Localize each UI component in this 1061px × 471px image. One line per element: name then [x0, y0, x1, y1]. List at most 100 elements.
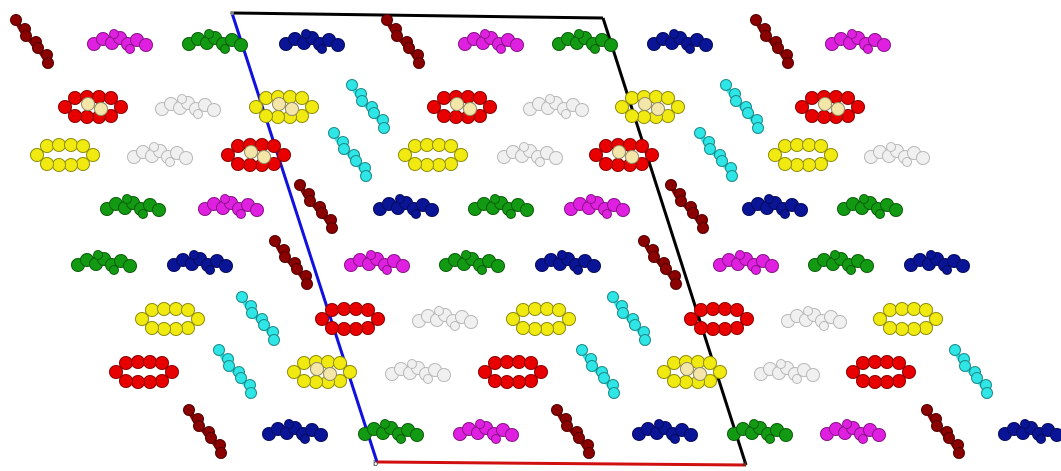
molecule-white[interactable]: [782, 307, 847, 331]
molecule-green[interactable]: [101, 195, 166, 219]
atom: [815, 140, 828, 153]
molecule-red[interactable]: [316, 303, 385, 336]
molecule-green[interactable]: [728, 420, 793, 444]
atom: [649, 252, 660, 263]
molecule-magenta[interactable]: [565, 195, 630, 219]
molecule-yellow[interactable]: [874, 303, 943, 336]
atom: [489, 357, 502, 370]
atom: [33, 43, 44, 54]
molecule-magenta[interactable]: [454, 420, 519, 444]
unit-cell-a-axis: [377, 462, 746, 465]
atom: [803, 139, 816, 152]
molecule-red[interactable]: [847, 356, 916, 389]
atom: [520, 143, 529, 152]
molecule-yellow[interactable]: [616, 91, 685, 124]
molecule-darkred[interactable]: [184, 405, 227, 459]
atom: [908, 323, 921, 336]
atom: [382, 15, 393, 26]
molecule-cyan[interactable]: [608, 292, 651, 346]
molecule-white[interactable]: [755, 360, 820, 384]
atom: [399, 149, 412, 162]
atom: [761, 31, 772, 42]
atom: [77, 158, 90, 171]
atom: [670, 30, 679, 39]
molecule-cyan[interactable]: [347, 80, 390, 134]
atom: [535, 366, 548, 379]
atom: [700, 39, 713, 52]
molecule-white[interactable]: [128, 143, 193, 167]
molecule-green[interactable]: [809, 251, 874, 275]
atom: [94, 251, 103, 260]
molecule-yellow[interactable]: [31, 139, 100, 172]
molecule-red[interactable]: [590, 139, 659, 172]
atom: [421, 139, 434, 152]
molecule-navy[interactable]: [168, 251, 233, 275]
molecule-navy[interactable]: [263, 420, 328, 444]
molecule-cyan[interactable]: [577, 345, 620, 399]
molecule-green[interactable]: [838, 195, 903, 219]
molecule-magenta[interactable]: [88, 30, 153, 54]
molecule-white[interactable]: [156, 95, 221, 119]
molecule-yellow[interactable]: [658, 356, 727, 389]
molecule-red[interactable]: [110, 356, 179, 389]
molecule-navy[interactable]: [374, 195, 439, 219]
molecule-red[interactable]: [59, 91, 128, 124]
atom: [497, 45, 506, 54]
molecule-yellow[interactable]: [288, 356, 357, 389]
molecule-white[interactable]: [865, 143, 930, 167]
atom: [41, 158, 54, 171]
atom: [727, 171, 738, 182]
molecule-yellow[interactable]: [507, 303, 576, 336]
molecule-green[interactable]: [469, 195, 534, 219]
molecule-cyan[interactable]: [237, 292, 280, 346]
molecule-navy[interactable]: [280, 30, 345, 54]
molecule-navy[interactable]: [905, 251, 970, 275]
molecule-yellow[interactable]: [399, 139, 468, 172]
molecule-darkred[interactable]: [922, 405, 965, 459]
molecule-red[interactable]: [428, 91, 497, 124]
molecule-darkred[interactable]: [11, 15, 54, 69]
atom: [680, 376, 693, 389]
molecule-white[interactable]: [498, 143, 563, 167]
atom: [136, 313, 149, 326]
molecule-green[interactable]: [359, 420, 424, 444]
molecule-red[interactable]: [685, 303, 754, 336]
molecule-yellow[interactable]: [136, 303, 205, 336]
atom: [806, 110, 819, 123]
molecule-green[interactable]: [440, 251, 505, 275]
molecule-red[interactable]: [479, 356, 548, 389]
molecule-white[interactable]: [413, 307, 478, 331]
molecule-cyan[interactable]: [214, 345, 257, 399]
molecule-magenta[interactable]: [199, 195, 264, 219]
molecule-darkred[interactable]: [666, 180, 709, 234]
molecule-darkred[interactable]: [382, 15, 425, 69]
molecule-cyan[interactable]: [721, 80, 764, 134]
atom: [208, 104, 221, 117]
molecule-white[interactable]: [524, 95, 589, 119]
molecule-navy[interactable]: [648, 30, 713, 54]
molecule-cyan[interactable]: [950, 345, 993, 399]
molecule-magenta[interactable]: [826, 30, 891, 54]
molecule-yellow[interactable]: [769, 139, 838, 172]
atom: [350, 303, 363, 316]
molecule-navy[interactable]: [743, 195, 808, 219]
molecule-red[interactable]: [796, 91, 865, 124]
molecule-magenta[interactable]: [459, 30, 524, 54]
molecule-cyan[interactable]: [695, 128, 738, 182]
molecule-green[interactable]: [72, 251, 137, 275]
molecule-yellow[interactable]: [250, 91, 319, 124]
molecule-navy[interactable]: [999, 420, 1061, 444]
molecule-magenta[interactable]: [345, 251, 410, 275]
molecule-white[interactable]: [386, 360, 451, 384]
molecule-darkred[interactable]: [751, 15, 794, 69]
molecule-darkred[interactable]: [552, 405, 595, 459]
molecule-navy[interactable]: [536, 251, 601, 275]
molecule-magenta[interactable]: [714, 251, 779, 275]
molecule-cyan[interactable]: [329, 128, 372, 182]
atom: [694, 368, 707, 381]
molecule-magenta[interactable]: [821, 420, 886, 444]
molecule-navy[interactable]: [633, 420, 698, 444]
molecule-red[interactable]: [222, 139, 291, 172]
